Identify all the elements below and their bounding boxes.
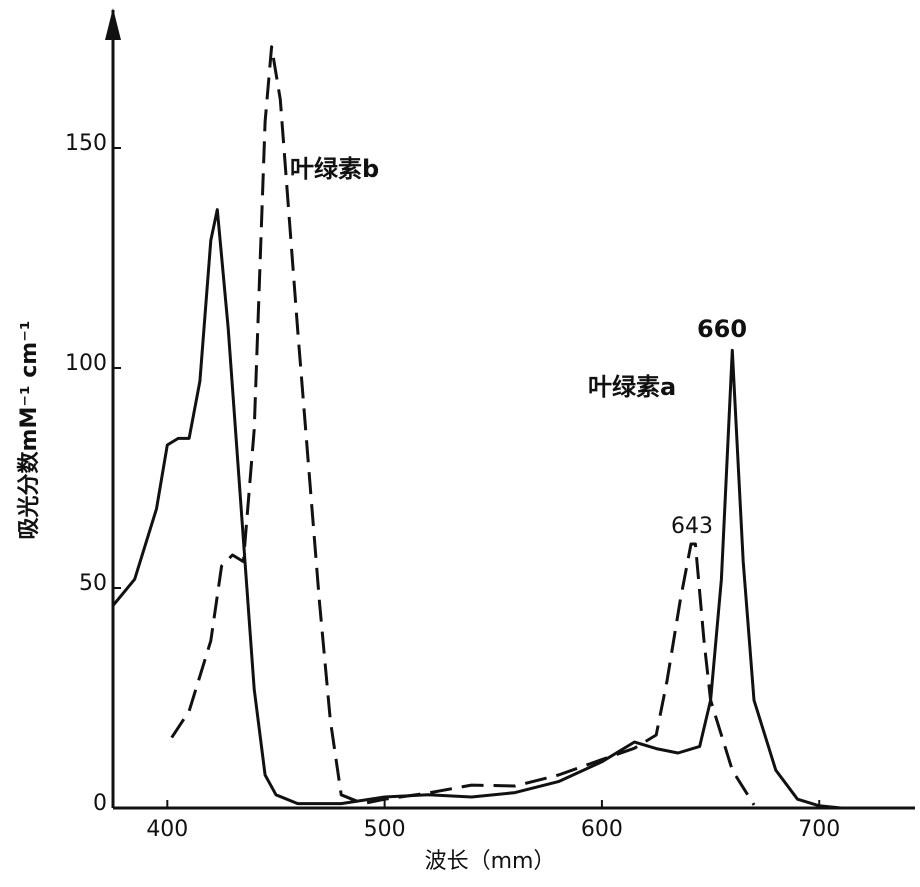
x-tick-label: 600 xyxy=(581,817,623,842)
series-line xyxy=(170,45,756,806)
y-axis-label: 吸光分数mM⁻¹ cm⁻¹ xyxy=(16,321,42,540)
y-axis-arrow xyxy=(105,8,121,40)
y-tick-label: 150 xyxy=(65,131,107,156)
annotation: 643 xyxy=(671,514,713,539)
x-tick-label: 700 xyxy=(798,817,840,842)
x-tick-label: 400 xyxy=(146,817,188,842)
x-tick-label: 500 xyxy=(364,817,406,842)
x-axis-label: 波长（mm） xyxy=(425,849,556,874)
y-tick-label: 100 xyxy=(65,351,107,376)
annotation: 叶绿素b xyxy=(290,155,379,183)
series-line xyxy=(111,208,842,810)
annotation: 660 xyxy=(697,315,747,343)
y-tick-label: 0 xyxy=(93,791,107,816)
y-tick-label: 50 xyxy=(79,571,107,596)
annotation: 叶绿素a xyxy=(588,373,676,401)
